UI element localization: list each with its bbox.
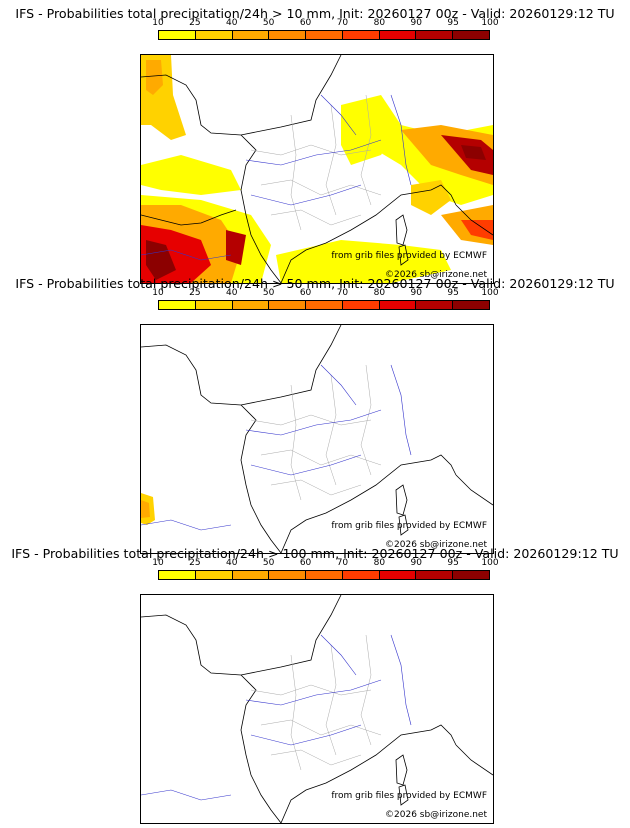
data-source-credit: from grib files provided by ECMWF bbox=[331, 521, 487, 531]
data-source-credit: from grib files provided by ECMWF bbox=[331, 791, 487, 801]
colorbar-swatch bbox=[195, 31, 233, 39]
map-panel-2: IFS - Probabilities total precipitation/… bbox=[0, 276, 630, 554]
copyright-credit: ©2026 sb@irizone.net bbox=[385, 540, 487, 550]
colorbar-tick-label: 90 bbox=[410, 558, 422, 568]
colorbar-swatch bbox=[306, 31, 343, 39]
rivers bbox=[141, 634, 412, 801]
colorbar-tick-label: 90 bbox=[410, 18, 422, 28]
colorbar-swatch bbox=[269, 301, 307, 309]
colorbar-tick-label: 40 bbox=[226, 18, 238, 28]
precipitation-map: from grib files provided by ECMWF ©2026 … bbox=[140, 54, 494, 284]
colorbar-tick-label: 25 bbox=[189, 558, 201, 568]
colorbar-tick-label: 80 bbox=[373, 18, 386, 28]
colorbar-tick-label: 95 bbox=[447, 288, 459, 298]
colorbar-tick-label: 70 bbox=[336, 18, 349, 28]
colorbar-tick-label: 25 bbox=[189, 288, 201, 298]
colorbar-tick-label: 80 bbox=[373, 288, 386, 298]
precipitation-map: from grib files provided by ECMWF ©2026 … bbox=[140, 594, 494, 824]
colorbar-tick-label: 25 bbox=[189, 18, 201, 28]
colorbar-swatch bbox=[379, 571, 417, 579]
colorbar-swatch bbox=[269, 571, 307, 579]
colorbar-tick-label: 100 bbox=[481, 288, 499, 298]
colorbar-swatch bbox=[453, 571, 490, 579]
colorbar-tick-label: 70 bbox=[336, 558, 349, 568]
map-panel-1: IFS - Probabilities total precipitation/… bbox=[0, 6, 630, 284]
map-panel-3: IFS - Probabilities total precipitation/… bbox=[0, 546, 630, 824]
colorbar-swatch bbox=[379, 301, 417, 309]
colorbar-swatch bbox=[195, 571, 233, 579]
colorbar-swatch bbox=[232, 571, 270, 579]
colorbar-tick-label: 100 bbox=[481, 558, 499, 568]
data-source-credit: from grib files provided by ECMWF bbox=[331, 251, 487, 261]
panel-title: IFS - Probabilities total precipitation/… bbox=[11, 546, 619, 561]
colorbar-swatch bbox=[453, 301, 490, 309]
colorbar-tick-label: 50 bbox=[262, 18, 275, 28]
colorbar-ticks: 10 25 40 50 60 70 80 90 95 100 bbox=[152, 288, 498, 300]
colorbar-swatch bbox=[416, 301, 454, 309]
colorbar-tick-label: 50 bbox=[262, 288, 275, 298]
colorbar-swatch bbox=[159, 31, 196, 39]
colorbar-tick-label: 40 bbox=[226, 288, 238, 298]
colorbar-tick-label: 95 bbox=[447, 18, 459, 28]
colorbar-swatch bbox=[379, 31, 417, 39]
colorbar-swatch bbox=[232, 31, 270, 39]
coastlines bbox=[141, 325, 493, 553]
coastlines bbox=[141, 595, 493, 823]
colorbar bbox=[158, 300, 490, 310]
precipitation-map: from grib files provided by ECMWF ©2026 … bbox=[140, 324, 494, 554]
colorbar-swatch bbox=[269, 31, 307, 39]
colorbar-tick-label: 100 bbox=[481, 18, 499, 28]
colorbar bbox=[158, 30, 490, 40]
colorbar-tick-label: 10 bbox=[152, 288, 164, 298]
colorbar-tick-label: 70 bbox=[336, 288, 349, 298]
rivers bbox=[141, 364, 412, 531]
colorbar-swatch bbox=[342, 31, 380, 39]
colorbar-tick-label: 10 bbox=[152, 558, 164, 568]
colorbar-tick-label: 90 bbox=[410, 288, 422, 298]
colorbar-tick-label: 60 bbox=[299, 558, 312, 568]
colorbar bbox=[158, 570, 490, 580]
admin-boundaries bbox=[250, 94, 382, 231]
colorbar-tick-label: 80 bbox=[373, 558, 386, 568]
colorbar-swatch bbox=[416, 571, 454, 579]
colorbar-swatch bbox=[232, 301, 270, 309]
colorbar-tick-label: 95 bbox=[447, 558, 459, 568]
colorbar-swatch bbox=[342, 571, 380, 579]
colorbar-swatch bbox=[342, 301, 380, 309]
admin-boundaries bbox=[250, 634, 382, 771]
colorbar-tick-label: 60 bbox=[299, 288, 312, 298]
colorbar-swatch bbox=[159, 301, 196, 309]
colorbar-swatch bbox=[416, 31, 454, 39]
panel-title: IFS - Probabilities total precipitation/… bbox=[15, 6, 615, 21]
copyright-credit: ©2026 sb@irizone.net bbox=[385, 270, 487, 280]
colorbar-tick-label: 60 bbox=[299, 18, 312, 28]
copyright-credit: ©2026 sb@irizone.net bbox=[385, 810, 487, 820]
colorbar-swatch bbox=[306, 301, 343, 309]
colorbar-tick-label: 50 bbox=[262, 558, 275, 568]
coastlines bbox=[141, 55, 493, 283]
colorbar-tick-label: 10 bbox=[152, 18, 164, 28]
colorbar-swatch bbox=[159, 571, 196, 579]
colorbar-ticks: 10 25 40 50 60 70 80 90 95 100 bbox=[152, 558, 498, 570]
colorbar-swatch bbox=[195, 301, 233, 309]
admin-boundaries bbox=[250, 364, 382, 501]
colorbar-swatch bbox=[306, 571, 343, 579]
panel-title: IFS - Probabilities total precipitation/… bbox=[15, 276, 615, 291]
colorbar-tick-label: 40 bbox=[226, 558, 238, 568]
probability-shading bbox=[141, 493, 155, 525]
colorbar-swatch bbox=[453, 31, 490, 39]
rivers bbox=[141, 94, 412, 261]
probability-shading bbox=[141, 55, 493, 283]
colorbar-ticks: 10 25 40 50 60 70 80 90 95 100 bbox=[152, 18, 498, 30]
